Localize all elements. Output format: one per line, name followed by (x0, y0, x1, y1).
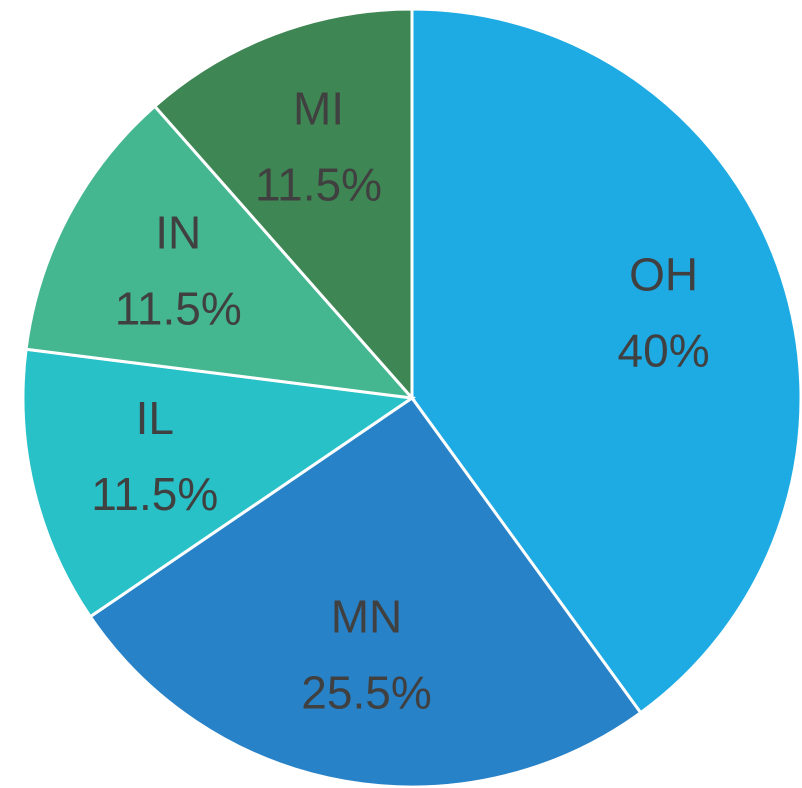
slice-label: MN (331, 591, 403, 643)
pie-slice (24, 104, 416, 400)
slice-label: IL (136, 392, 174, 444)
value-label: 25.5% (301, 667, 431, 719)
value-label: 11.5% (255, 159, 382, 211)
pie-slice (152, 7, 414, 402)
value-label: 11.5% (91, 468, 218, 520)
slice-label: OH (629, 248, 698, 300)
value-label: 40% (618, 324, 710, 376)
pie-slice (88, 395, 643, 788)
slice-label: IN (155, 206, 201, 258)
value-label: 11.5% (115, 282, 242, 334)
pie-slice (21, 347, 417, 619)
pie-slice (410, 7, 802, 715)
slice-label: MI (293, 83, 344, 135)
